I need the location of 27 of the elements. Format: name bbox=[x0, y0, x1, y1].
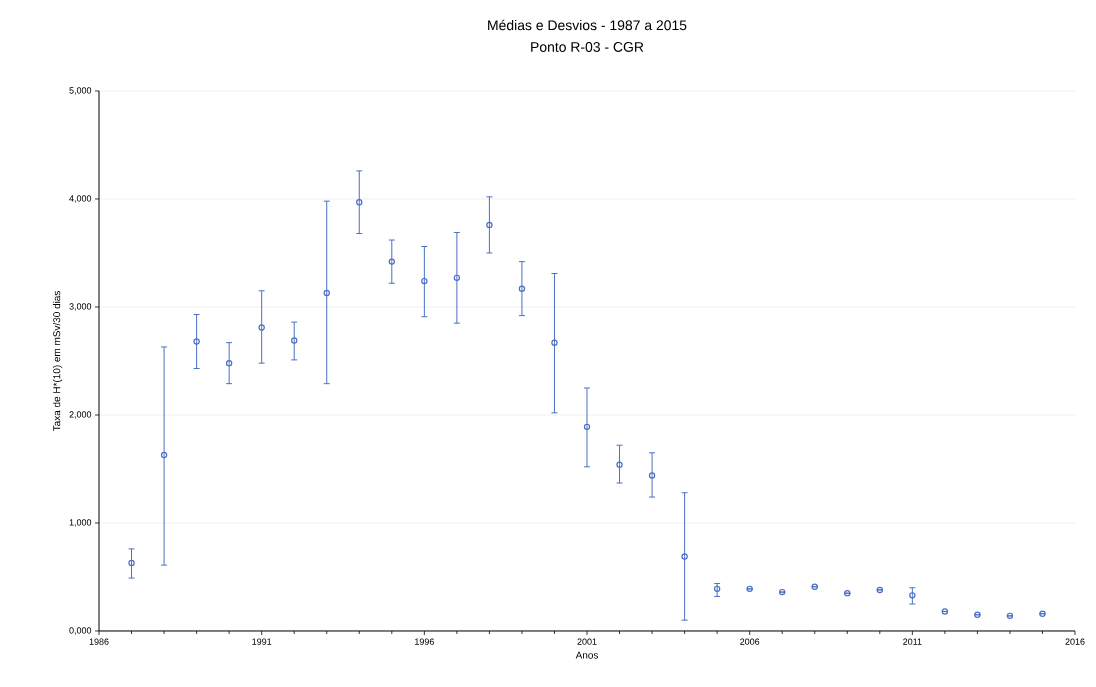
point bbox=[811, 583, 818, 590]
point bbox=[1039, 610, 1046, 617]
point bbox=[1006, 612, 1014, 620]
y-tick-label: 3,000 bbox=[69, 303, 92, 311]
x-axis-title: Anos bbox=[575, 651, 599, 659]
point bbox=[876, 586, 883, 594]
x-tick-label: 2001 bbox=[577, 638, 597, 645]
x-tick-label: 1991 bbox=[252, 638, 272, 645]
y-tick-label: 2,000 bbox=[69, 411, 92, 419]
y-tick-label: 1,000 bbox=[69, 519, 92, 527]
point bbox=[844, 589, 851, 597]
x-tick-label: 2011 bbox=[903, 638, 922, 645]
x-tick-label: 2006 bbox=[740, 638, 760, 645]
y-tick-label: 5,000 bbox=[69, 87, 92, 95]
y-axis-title: Taxa de H*(10) em mSv/30 dias bbox=[52, 291, 63, 432]
x-tick-label: 2016 bbox=[1065, 638, 1085, 645]
y-tick-label: 0,000 bbox=[69, 627, 92, 635]
chart-title: Médias e Desvios - 1987 a 2015 bbox=[488, 19, 687, 31]
point bbox=[779, 588, 786, 596]
point bbox=[713, 585, 721, 593]
chart-subtitle: Ponto R-03 - CGR bbox=[531, 42, 644, 52]
x-tick-label: 1996 bbox=[415, 638, 434, 645]
point bbox=[974, 611, 981, 618]
point bbox=[746, 585, 753, 593]
point bbox=[941, 608, 949, 615]
x-tick-label: 1986 bbox=[89, 638, 109, 645]
y-tick-label: 4,000 bbox=[69, 195, 92, 203]
